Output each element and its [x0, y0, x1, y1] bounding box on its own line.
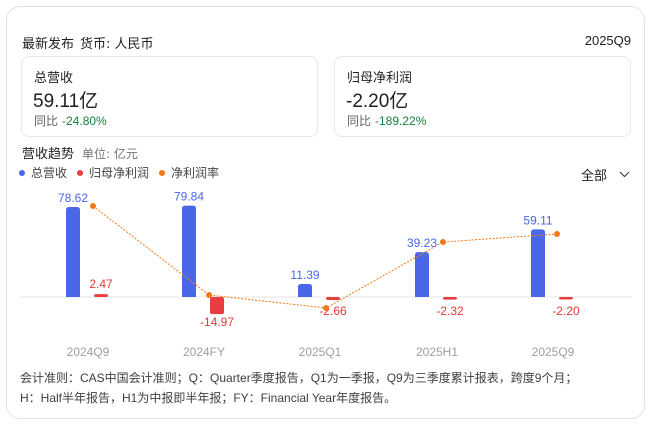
net-profit-label: 归母净利润 [347, 71, 413, 86]
x-axis-label: 2025Q9 [532, 345, 575, 359]
trend-title-text: 营收趋势 [22, 147, 75, 162]
revenue-bar[interactable] [531, 229, 545, 297]
net-profit-card: 归母净利润 -2.20亿 同比 -189.22% [334, 56, 631, 137]
net-profit-bar-label: 2.47 [89, 277, 113, 291]
revenue-bar[interactable] [182, 205, 196, 297]
net-profit-bar-label: -14.97 [200, 315, 234, 329]
legend-net-profit[interactable]: 归母净利润 [77, 164, 149, 181]
footnote: 会计准则：CAS中国会计准则；Q：Quarter季度报告，Q1为一季报，Q9为三… [20, 368, 632, 408]
net-margin-point[interactable] [440, 239, 446, 245]
period-filter-label: 全部 [580, 169, 607, 184]
revenue-bar-label: 11.39 [290, 268, 319, 282]
footnote-line-1: 会计准则：CAS中国会计准则；Q：Quarter季度报告，Q1为一季报，Q9为三… [20, 371, 578, 385]
net-margin-line [92, 205, 558, 309]
legend-dot-icon [77, 169, 84, 176]
net-margin-point[interactable] [554, 231, 560, 237]
revenue-yoy: 同比 -24.80% [34, 112, 107, 129]
x-axis-label: 2025H1 [416, 345, 458, 359]
currency-label: 货币: 人民币 [80, 37, 154, 52]
x-axis-label: 2024Q9 [67, 345, 110, 359]
section-title: 最新发布 [22, 37, 75, 52]
net-margin-point[interactable] [323, 305, 329, 311]
revenue-value: 59.11亿 [33, 91, 99, 112]
yoy-value: -189.22% [375, 114, 427, 128]
trend-title: 营收趋势 单位: 亿元 [22, 143, 138, 162]
revenue-card: 总营收 59.11亿 同比 -24.80% [21, 56, 318, 137]
net-profit-yoy: 同比 -189.22% [347, 112, 426, 129]
net-profit-bar-label: -2.66 [319, 304, 347, 318]
revenue-bar-label: 59.11 [523, 213, 552, 227]
net-profit-bar-label: -2.20 [552, 304, 580, 318]
revenue-bar-label: 39.23 [407, 236, 437, 250]
footnote-line-2: H：Half半年报告，H1为中报即半年报；FY：Financial Year年度… [20, 391, 397, 405]
x-axis-label: 2024FY [183, 345, 225, 359]
net-margin-point[interactable] [206, 292, 212, 298]
net-profit-value: -2.20亿 [346, 91, 409, 112]
yoy-label: 同比 [34, 114, 59, 128]
legend-revenue[interactable]: 总营收 [19, 164, 67, 181]
revenue-bar[interactable] [415, 252, 429, 297]
trend-unit: 单位: 亿元 [82, 147, 138, 161]
yoy-label: 同比 [347, 114, 372, 128]
net-profit-bar[interactable] [559, 297, 573, 300]
chart-legend: 总营收 归母净利润 净利润率 [19, 164, 219, 181]
revenue-bar-label: 79.84 [174, 190, 204, 204]
legend-dot-icon [159, 169, 166, 176]
report-period: 2025Q9 [584, 33, 631, 48]
period-filter-dropdown[interactable]: 全部 [581, 165, 630, 184]
revenue-label: 总营收 [34, 71, 74, 86]
legend-net-margin[interactable]: 净利润率 [159, 164, 219, 181]
revenue-bar[interactable] [66, 206, 80, 297]
legend-dot-icon [19, 169, 25, 176]
revenue-bar[interactable] [298, 283, 312, 297]
revenue-bar-label: 78.62 [58, 191, 88, 205]
net-margin-point[interactable] [90, 203, 96, 209]
net-profit-bar[interactable] [326, 297, 340, 301]
net-profit-bar[interactable] [210, 297, 224, 315]
header-left: 最新发布 货币: 人民币 [22, 33, 154, 52]
net-profit-bar-label: -2.32 [436, 304, 464, 318]
x-axis-label: 2025Q1 [299, 345, 342, 359]
net-profit-bar[interactable] [443, 297, 457, 300]
yoy-value: -24.80% [62, 114, 107, 128]
net-profit-bar[interactable] [94, 294, 108, 297]
chevron-down-icon [619, 171, 630, 178]
